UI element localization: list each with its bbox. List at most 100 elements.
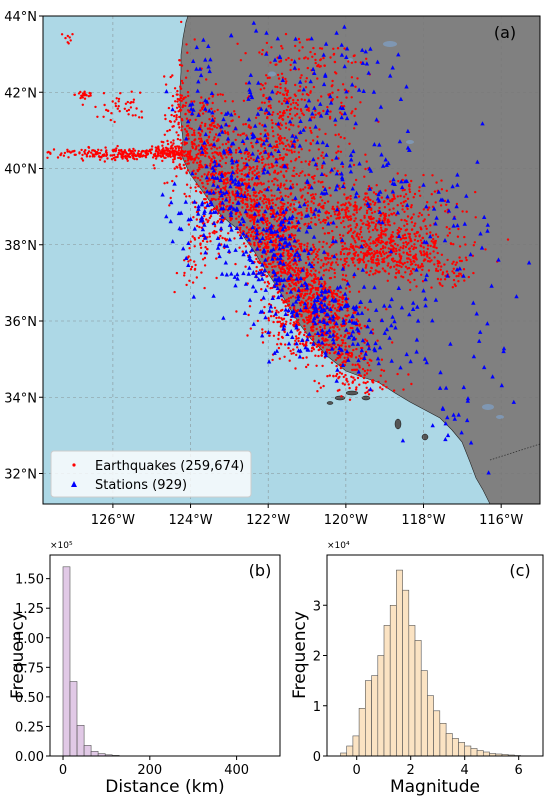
earthquake-point [304, 331, 306, 333]
earthquake-point [69, 36, 71, 38]
earthquake-point [194, 238, 196, 240]
earthquake-point [404, 200, 406, 202]
earthquake-point [159, 155, 161, 157]
earthquake-point [373, 204, 375, 206]
earthquake-point [351, 62, 353, 64]
earthquake-point [193, 100, 195, 102]
earthquake-point [266, 157, 268, 159]
earthquake-point [330, 244, 332, 246]
earthquake-point [209, 124, 211, 126]
earthquake-point [208, 144, 210, 146]
earthquake-point [358, 258, 360, 260]
earthquake-point [288, 226, 290, 228]
earthquake-point [175, 175, 177, 177]
earthquake-point [314, 59, 316, 61]
earthquake-point [248, 159, 250, 161]
earthquake-point [333, 269, 335, 271]
earthquake-point [286, 164, 288, 166]
island [335, 396, 345, 400]
earthquake-point [248, 172, 250, 174]
earthquake-point [319, 326, 321, 328]
earthquake-point [267, 77, 269, 79]
earthquake-point [354, 201, 356, 203]
earthquake-point [289, 265, 291, 267]
earthquake-point [261, 124, 263, 126]
earthquake-point [320, 266, 322, 268]
earthquake-point [170, 156, 172, 158]
earthquake-point [305, 160, 307, 162]
earthquake-point [360, 220, 362, 222]
earthquake-point [201, 107, 203, 109]
earthquake-point [351, 236, 353, 238]
earthquake-point [343, 253, 345, 255]
earthquake-point [292, 124, 294, 126]
earthquake-point [334, 124, 336, 126]
earthquake-point [189, 158, 191, 160]
earthquake-point [297, 319, 299, 321]
earthquake-point [176, 107, 178, 109]
earthquake-point [303, 244, 305, 246]
earthquake-point [168, 153, 170, 155]
earthquake-point [387, 264, 389, 266]
earthquake-point [321, 199, 323, 201]
earthquake-point [381, 196, 383, 198]
earthquake-point [284, 195, 286, 197]
earthquake-point [401, 208, 403, 210]
earthquake-point [310, 132, 312, 134]
earthquake-point [354, 379, 356, 381]
earthquake-point [393, 389, 395, 391]
earthquake-point [340, 136, 342, 138]
earthquake-point [316, 292, 318, 294]
earthquake-point [227, 172, 229, 174]
earthquake-point [251, 231, 253, 233]
earthquake-point [337, 290, 339, 292]
earthquake-point [195, 156, 197, 158]
earthquake-point [376, 220, 378, 222]
earthquake-point [297, 276, 299, 278]
earthquake-point [448, 228, 450, 230]
earthquake-point [184, 160, 186, 162]
earthquake-point [430, 245, 432, 247]
earthquake-point [211, 152, 213, 154]
earthquake-point [357, 377, 359, 379]
earthquake-point [149, 150, 151, 152]
earthquake-point [426, 253, 428, 255]
earthquake-point [382, 233, 384, 235]
earthquake-point [353, 55, 355, 57]
earthquake-point [318, 382, 320, 384]
earthquake-point [166, 140, 168, 142]
earthquake-point [239, 231, 241, 233]
earthquake-point [307, 258, 309, 260]
earthquake-point [216, 207, 218, 209]
earthquake-point [352, 377, 354, 379]
earthquake-point [172, 190, 174, 192]
earthquake-point [378, 234, 380, 236]
earthquake-point [275, 149, 277, 151]
earthquake-point [367, 308, 369, 310]
earthquake-point [342, 166, 344, 168]
earthquake-point [336, 258, 338, 260]
earthquake-point [216, 127, 218, 129]
earthquake-point [188, 127, 190, 129]
earthquake-point [452, 243, 454, 245]
earthquake-point [366, 387, 368, 389]
earthquake-point [377, 255, 379, 257]
earthquake-point [345, 202, 347, 204]
earthquake-point [127, 160, 129, 162]
earthquake-point [245, 186, 247, 188]
earthquake-point [205, 78, 207, 80]
earthquake-point [285, 153, 287, 155]
earthquake-point [360, 352, 362, 354]
earthquake-point [296, 183, 298, 185]
earthquake-point [318, 283, 320, 285]
earthquake-point [412, 248, 414, 250]
earthquake-point [458, 256, 460, 258]
earthquake-point [400, 219, 402, 221]
earthquake-point [304, 99, 306, 101]
earthquake-point [372, 229, 374, 231]
earthquake-point [261, 139, 263, 141]
earthquake-point [348, 345, 350, 347]
earthquake-point [229, 196, 231, 198]
earthquake-point [198, 168, 200, 170]
earthquake-point [410, 239, 412, 241]
